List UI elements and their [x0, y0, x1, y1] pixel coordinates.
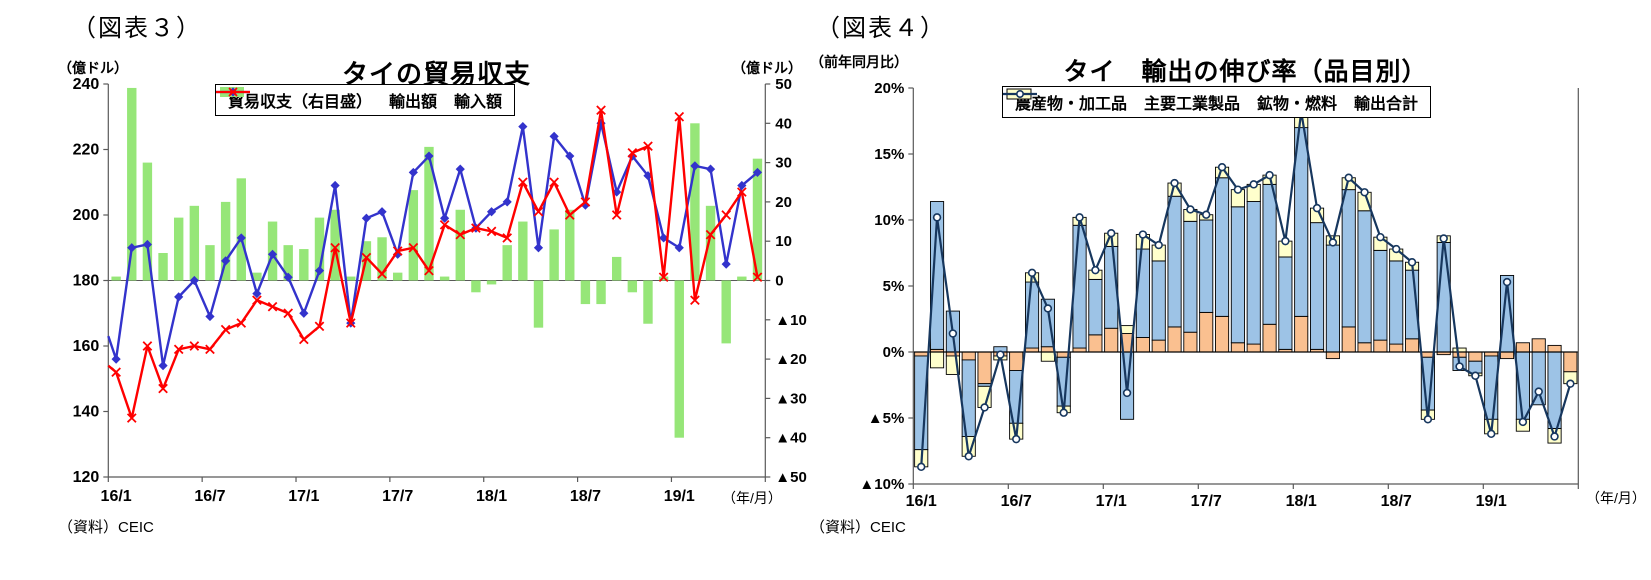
- svg-text:▲40: ▲40: [775, 430, 807, 447]
- svg-text:30: 30: [775, 155, 792, 172]
- figure3-right-axis-unit: （億ドル）: [732, 60, 802, 76]
- svg-text:16/1: 16/1: [906, 493, 937, 510]
- figure4-x-axis-unit: （年/月）: [1586, 490, 1646, 506]
- svg-text:0%: 0%: [883, 344, 905, 361]
- figure4-legend-label-3: 輸出合計: [1354, 96, 1419, 113]
- svg-text:16/7: 16/7: [194, 488, 225, 505]
- figure3-legend-item-2: 輸入額: [216, 87, 503, 112]
- svg-text:18/1: 18/1: [476, 488, 507, 505]
- figure3-legend-label-0: 貿易収支（右目盛）: [228, 94, 373, 111]
- svg-text:19/1: 19/1: [1476, 493, 1507, 510]
- figure3-legend-label-2: 輸入額: [454, 94, 503, 111]
- svg-text:15%: 15%: [874, 146, 904, 163]
- svg-text:▲20: ▲20: [775, 351, 807, 368]
- svg-text:120: 120: [73, 469, 100, 486]
- svg-text:▲10: ▲10: [775, 312, 807, 329]
- svg-text:40: 40: [775, 115, 792, 132]
- svg-text:220: 220: [73, 142, 100, 159]
- figure3-legend-item-1: 輸出額: [216, 87, 438, 112]
- figure4-y-axis-unit: （前年同月比）: [810, 54, 908, 70]
- figure4-label: （図表４）: [816, 16, 946, 42]
- figure4-legend-item-2: 鉱物・燃料: [1006, 88, 1338, 114]
- line-x-swatch-icon: [216, 87, 250, 97]
- line-circle-swatch-icon: [1003, 89, 1037, 99]
- figure4-legend-label-0: 農産物・加工品: [1015, 96, 1128, 113]
- figure4-legend-label-2: 鉱物・燃料: [1257, 96, 1338, 113]
- figure3-x-axis-unit: （年/月）: [722, 490, 782, 506]
- svg-text:17/1: 17/1: [288, 488, 319, 505]
- figure4-source: （資料）CEIC: [810, 519, 906, 536]
- svg-text:140: 140: [73, 404, 100, 421]
- svg-text:▲5%: ▲5%: [868, 410, 905, 427]
- svg-text:▲30: ▲30: [775, 390, 807, 407]
- svg-text:16/7: 16/7: [1001, 493, 1032, 510]
- svg-text:▲50: ▲50: [775, 469, 807, 486]
- svg-text:17/7: 17/7: [1191, 493, 1222, 510]
- svg-text:18/7: 18/7: [1381, 493, 1412, 510]
- svg-text:17/1: 17/1: [1096, 493, 1127, 510]
- figure3-label: （図表３）: [72, 16, 202, 42]
- export-growth-stacked-bars: [914, 111, 1578, 468]
- svg-text:19/1: 19/1: [664, 488, 695, 505]
- svg-text:20%: 20%: [874, 80, 904, 97]
- figure4-legend-item-1: 主要工業製品: [1006, 88, 1241, 114]
- svg-text:240: 240: [73, 76, 100, 93]
- svg-text:200: 200: [73, 207, 100, 224]
- svg-text:18/1: 18/1: [1286, 493, 1317, 510]
- figure3-legend-label-1: 輸出額: [389, 94, 438, 111]
- figure4-legend: 農産物・加工品 主要工業製品 鉱物・燃料 輸出合計: [1002, 86, 1432, 118]
- figure3-left-axis-unit: （億ドル）: [58, 60, 128, 76]
- svg-text:10%: 10%: [874, 212, 904, 229]
- figure3-source: （資料）CEIC: [58, 519, 154, 536]
- figure4-legend-label-1: 主要工業製品: [1144, 96, 1241, 113]
- figure4-title: タイ 輸出の伸び率（品目別）: [1063, 58, 1428, 86]
- svg-text:17/7: 17/7: [382, 488, 413, 505]
- figure3-legend: 貿易収支（右目盛） 輸出額 輸入額: [215, 84, 516, 116]
- svg-text:5%: 5%: [883, 278, 905, 295]
- svg-text:▲10%: ▲10%: [859, 476, 904, 493]
- export-growth-plot: 20% 15% 10% 5% 0% ▲5% ▲10%16/1 16/7 17/1 17/7 18/1…: [859, 80, 1579, 510]
- svg-text:180: 180: [73, 273, 100, 290]
- svg-text:16/1: 16/1: [101, 488, 132, 505]
- figure4-legend-item-3: 輸出合計: [1003, 89, 1419, 114]
- svg-text:50: 50: [775, 76, 792, 93]
- svg-text:20: 20: [775, 194, 792, 211]
- svg-text:10: 10: [775, 233, 792, 250]
- trade-balance-plot: 240 220 200 180 160 140 120 50 40 30 20 10 0 ▲10 ▲20 ▲3…: [73, 76, 807, 505]
- svg-text:0: 0: [775, 273, 783, 290]
- svg-text:18/7: 18/7: [570, 488, 601, 505]
- svg-text:160: 160: [73, 338, 100, 355]
